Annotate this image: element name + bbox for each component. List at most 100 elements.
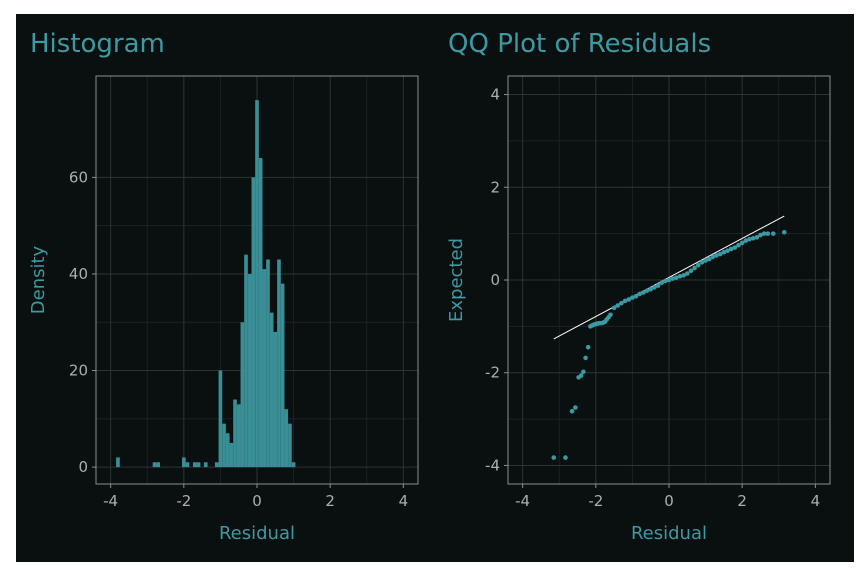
qq-point [681, 273, 686, 278]
histogram-bar [225, 433, 230, 468]
y-tick-label: 20 [69, 362, 88, 380]
histogram-panel: Histogram -4 -2 0 2 4 0 20 40 60 Residual Densi… [28, 29, 419, 544]
histogram-bar [192, 462, 197, 468]
qq-point [622, 298, 628, 304]
histogram-bar [284, 409, 289, 468]
qq-point [626, 297, 632, 302]
qq-point [569, 408, 575, 414]
qq-x-label: Residual [631, 523, 707, 544]
x-tick-label: 4 [399, 492, 409, 510]
histogram-bar [156, 462, 161, 468]
qq-point [659, 280, 664, 286]
histogram-bar [288, 423, 292, 468]
histogram-bar [247, 273, 252, 468]
qq-point [781, 229, 787, 235]
histogram-bar [181, 457, 186, 468]
y-tick-label: 4 [490, 86, 500, 104]
qq-point [563, 455, 568, 460]
histogram-title: Histogram [30, 29, 165, 59]
qq-point [706, 256, 712, 262]
qq-point [692, 265, 697, 271]
x-tick-label: 0 [252, 492, 262, 510]
histogram-y-ticks: 0 20 40 60 [69, 168, 96, 476]
qq-point [611, 305, 617, 311]
histogram-bar [269, 312, 274, 468]
histogram-bar [255, 100, 259, 468]
x-tick-label: -4 [103, 492, 118, 510]
qq-y-label: Expected [446, 238, 467, 322]
x-tick-label: 0 [664, 492, 674, 510]
histogram-bar [258, 158, 263, 468]
qq-point [688, 268, 694, 274]
qq-point [615, 303, 621, 308]
qq-point [551, 455, 557, 460]
qq-point [765, 231, 771, 236]
qq-point [770, 231, 776, 236]
qq-point [761, 231, 767, 236]
qq-point [608, 312, 613, 318]
qq-points [551, 229, 787, 460]
x-tick-label: -2 [588, 492, 603, 510]
qq-point [721, 249, 727, 255]
qq-point [573, 405, 578, 410]
qq-point [655, 283, 661, 288]
figure: Histogram -4 -2 0 2 4 0 20 40 60 Residual Densi… [16, 14, 854, 562]
qq-point [684, 271, 690, 276]
histogram-bar [291, 462, 296, 468]
y-tick-label: 40 [69, 265, 88, 283]
histogram-bar [236, 404, 241, 468]
y-tick-label: 2 [490, 178, 500, 196]
histogram-y-label: Density [28, 245, 49, 314]
qq-x-ticks: -4 -2 0 2 4 [515, 484, 820, 510]
qq-grid [508, 76, 830, 484]
qq-point [747, 236, 752, 242]
histogram-bar [229, 442, 234, 468]
qq-point [652, 285, 657, 290]
qq-y-ticks: -4 -2 0 2 4 [485, 86, 508, 474]
histogram-bar [185, 462, 190, 468]
x-tick-label: 4 [811, 492, 821, 510]
qq-point [754, 235, 760, 240]
qq-point [714, 253, 719, 258]
histogram-bar [266, 259, 270, 468]
qq-point [633, 293, 639, 299]
histogram-bar [251, 177, 256, 468]
qq-point [619, 300, 624, 306]
qq-point [666, 277, 672, 283]
histogram-x-label: Residual [219, 523, 295, 544]
qq-point [739, 240, 745, 246]
histogram-x-ticks: -4 -2 0 2 4 [103, 484, 408, 510]
y-tick-label: 0 [78, 458, 88, 476]
qq-point [581, 369, 586, 375]
qq-point [663, 278, 668, 284]
qq-point [736, 242, 741, 248]
x-tick-label: 2 [737, 492, 747, 510]
qq-point [743, 238, 749, 243]
qq-point [674, 275, 679, 280]
qq-point [644, 288, 650, 293]
qq-point [717, 251, 723, 257]
histogram-bar [262, 269, 267, 468]
qq-point [637, 291, 643, 297]
histogram-bars [116, 100, 296, 468]
histogram-bar [244, 254, 248, 468]
histogram-bar [240, 322, 245, 468]
qq-point [630, 295, 635, 300]
histogram-bar [214, 462, 219, 468]
qq-point [725, 248, 730, 254]
qq-title: QQ Plot of Residuals [448, 29, 711, 59]
qq-point [695, 262, 701, 268]
qq-point [703, 258, 708, 263]
histogram-bar [280, 283, 285, 468]
histogram-bar [273, 331, 278, 468]
y-tick-label: 0 [490, 271, 500, 289]
qq-point [641, 290, 646, 295]
qq-point [728, 246, 734, 252]
histogram-bar [116, 457, 120, 468]
qq-panel: QQ Plot of Residuals -4 -2 0 2 4 -4 -2 0 2 4 Res… [446, 29, 831, 544]
qq-point [578, 373, 584, 378]
histogram-bar [222, 423, 226, 468]
x-tick-label: 2 [325, 492, 335, 510]
x-tick-label: -2 [176, 492, 191, 510]
